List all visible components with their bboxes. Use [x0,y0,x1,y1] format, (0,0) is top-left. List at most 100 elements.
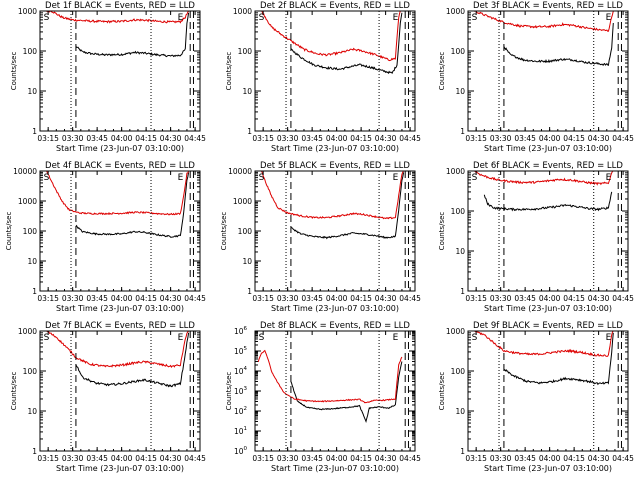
x-tick-label: 03:15 [465,294,487,303]
x-tick-label: 03:45 [301,454,323,463]
end-marker-label: E [606,173,612,183]
panel-title: Det 9f BLACK = Events, RED = LLD [473,321,623,331]
x-tick-label: 04:30 [375,134,397,143]
x-axis-title: Start Time (23-Jun-07 03:10:00) [271,304,399,313]
plot-frame [254,170,416,292]
plot-frame [467,330,629,452]
y-tick-label: 1 [460,287,465,296]
x-tick-label: 04:15 [135,294,157,303]
series-line-lld [474,331,614,357]
x-tick-label: 03:30 [62,134,84,143]
plot-frame [39,170,201,292]
y-tick-label: 10 [27,407,37,416]
y-axis-title: Counts/sec [438,52,446,91]
x-tick-label: 03:45 [86,294,108,303]
x-tick-label: 04:30 [160,454,182,463]
start-marker-label: S [472,13,478,23]
x-tick-label: 04:15 [563,134,585,143]
y-tick-label: 10000 [13,167,37,176]
y-tick-label: 10 [27,87,37,96]
series-line-events [290,361,403,423]
y-tick-label: 10 [27,257,37,266]
series-line-events [483,191,613,212]
x-tick-label: 03:30 [490,454,512,463]
x-axis-title: Start Time (23-Jun-07 03:10:00) [484,304,612,313]
y-tick-label: 100 [451,207,466,216]
x-tick-label: 04:00 [111,134,133,143]
end-marker-label: E [606,13,612,23]
x-tick-label: 04:00 [326,454,348,463]
x-tick-label: 03:30 [490,294,512,303]
x-tick-label: 03:45 [514,134,536,143]
series-line-lld [257,349,403,404]
x-axis-title: Start Time (23-Jun-07 03:10:00) [271,464,399,473]
series-line-lld [46,11,190,24]
x-tick-label: 03:15 [465,134,487,143]
y-tick-label: 1000 [18,197,37,206]
panel-title: Det 3f BLACK = Events, RED = LLD [473,1,623,11]
y-tick-label: 103 [234,386,248,396]
end-marker-label: E [393,333,399,343]
x-tick-label: 04:45 [184,294,206,303]
x-tick-label: 04:15 [350,134,372,143]
x-tick-label: 04:30 [160,134,182,143]
x-tick-label: 04:00 [326,294,348,303]
y-tick-label: 106 [234,326,248,336]
series-line-events [503,22,614,67]
series-line-lld [46,171,190,216]
x-tick-label: 04:30 [588,294,610,303]
series-line-events [503,332,614,386]
x-tick-label: 04:45 [184,454,206,463]
x-tick-label: 04:00 [111,294,133,303]
y-tick-label: 1000 [446,327,465,336]
y-tick-label: 10 [242,257,252,266]
x-tick-label: 04:45 [399,294,421,303]
y-tick-label: 100 [234,446,248,456]
x-tick-label: 04:00 [326,134,348,143]
start-marker-label: S [259,173,265,183]
y-tick-label: 100 [23,367,38,376]
y-tick-label: 1000 [446,167,465,176]
series-line-events [75,12,190,58]
end-marker-label: E [178,173,184,183]
end-marker-label: E [178,333,184,343]
x-tick-label: 03:45 [86,134,108,143]
panel-title: Det 8f BLACK = Events, RED = LLD [260,321,410,331]
x-tick-label: 03:15 [465,454,487,463]
x-tick-label: 04:45 [399,454,421,463]
x-tick-label: 04:30 [160,294,182,303]
panel-title: Det 1f BLACK = Events, RED = LLD [45,1,195,11]
x-tick-label: 04:00 [111,454,133,463]
x-tick-label: 04:30 [375,454,397,463]
y-axis-title: Counts/sec [225,372,233,411]
start-marker-label: S [44,173,50,183]
y-tick-label: 100 [451,367,466,376]
x-tick-label: 03:15 [37,294,59,303]
y-tick-label: 100 [238,47,253,56]
x-tick-label: 04:15 [350,294,372,303]
y-tick-label: 1 [247,127,252,136]
x-tick-label: 03:30 [490,134,512,143]
x-tick-label: 03:30 [62,454,84,463]
x-tick-label: 03:45 [86,454,108,463]
x-tick-label: 03:45 [514,454,536,463]
end-marker-label: E [393,13,399,23]
x-tick-label: 04:00 [539,134,561,143]
panel-title: Det 6f BLACK = Events, RED = LLD [473,161,623,171]
y-tick-label: 100 [451,47,466,56]
x-tick-label: 03:30 [277,134,299,143]
x-tick-label: 03:45 [301,134,323,143]
start-marker-label: S [472,173,478,183]
y-axis-title: Counts/sec [220,212,228,251]
y-axis-title: Counts/sec [5,212,13,251]
series-line-lld [261,171,405,220]
start-marker-label: S [472,333,478,343]
y-tick-label: 1 [32,287,37,296]
y-tick-label: 10 [242,87,252,96]
panel-title: Det 7f BLACK = Events, RED = LLD [45,321,195,331]
x-axis-title: Start Time (23-Jun-07 03:10:00) [56,144,184,153]
start-marker-label: S [259,13,265,23]
